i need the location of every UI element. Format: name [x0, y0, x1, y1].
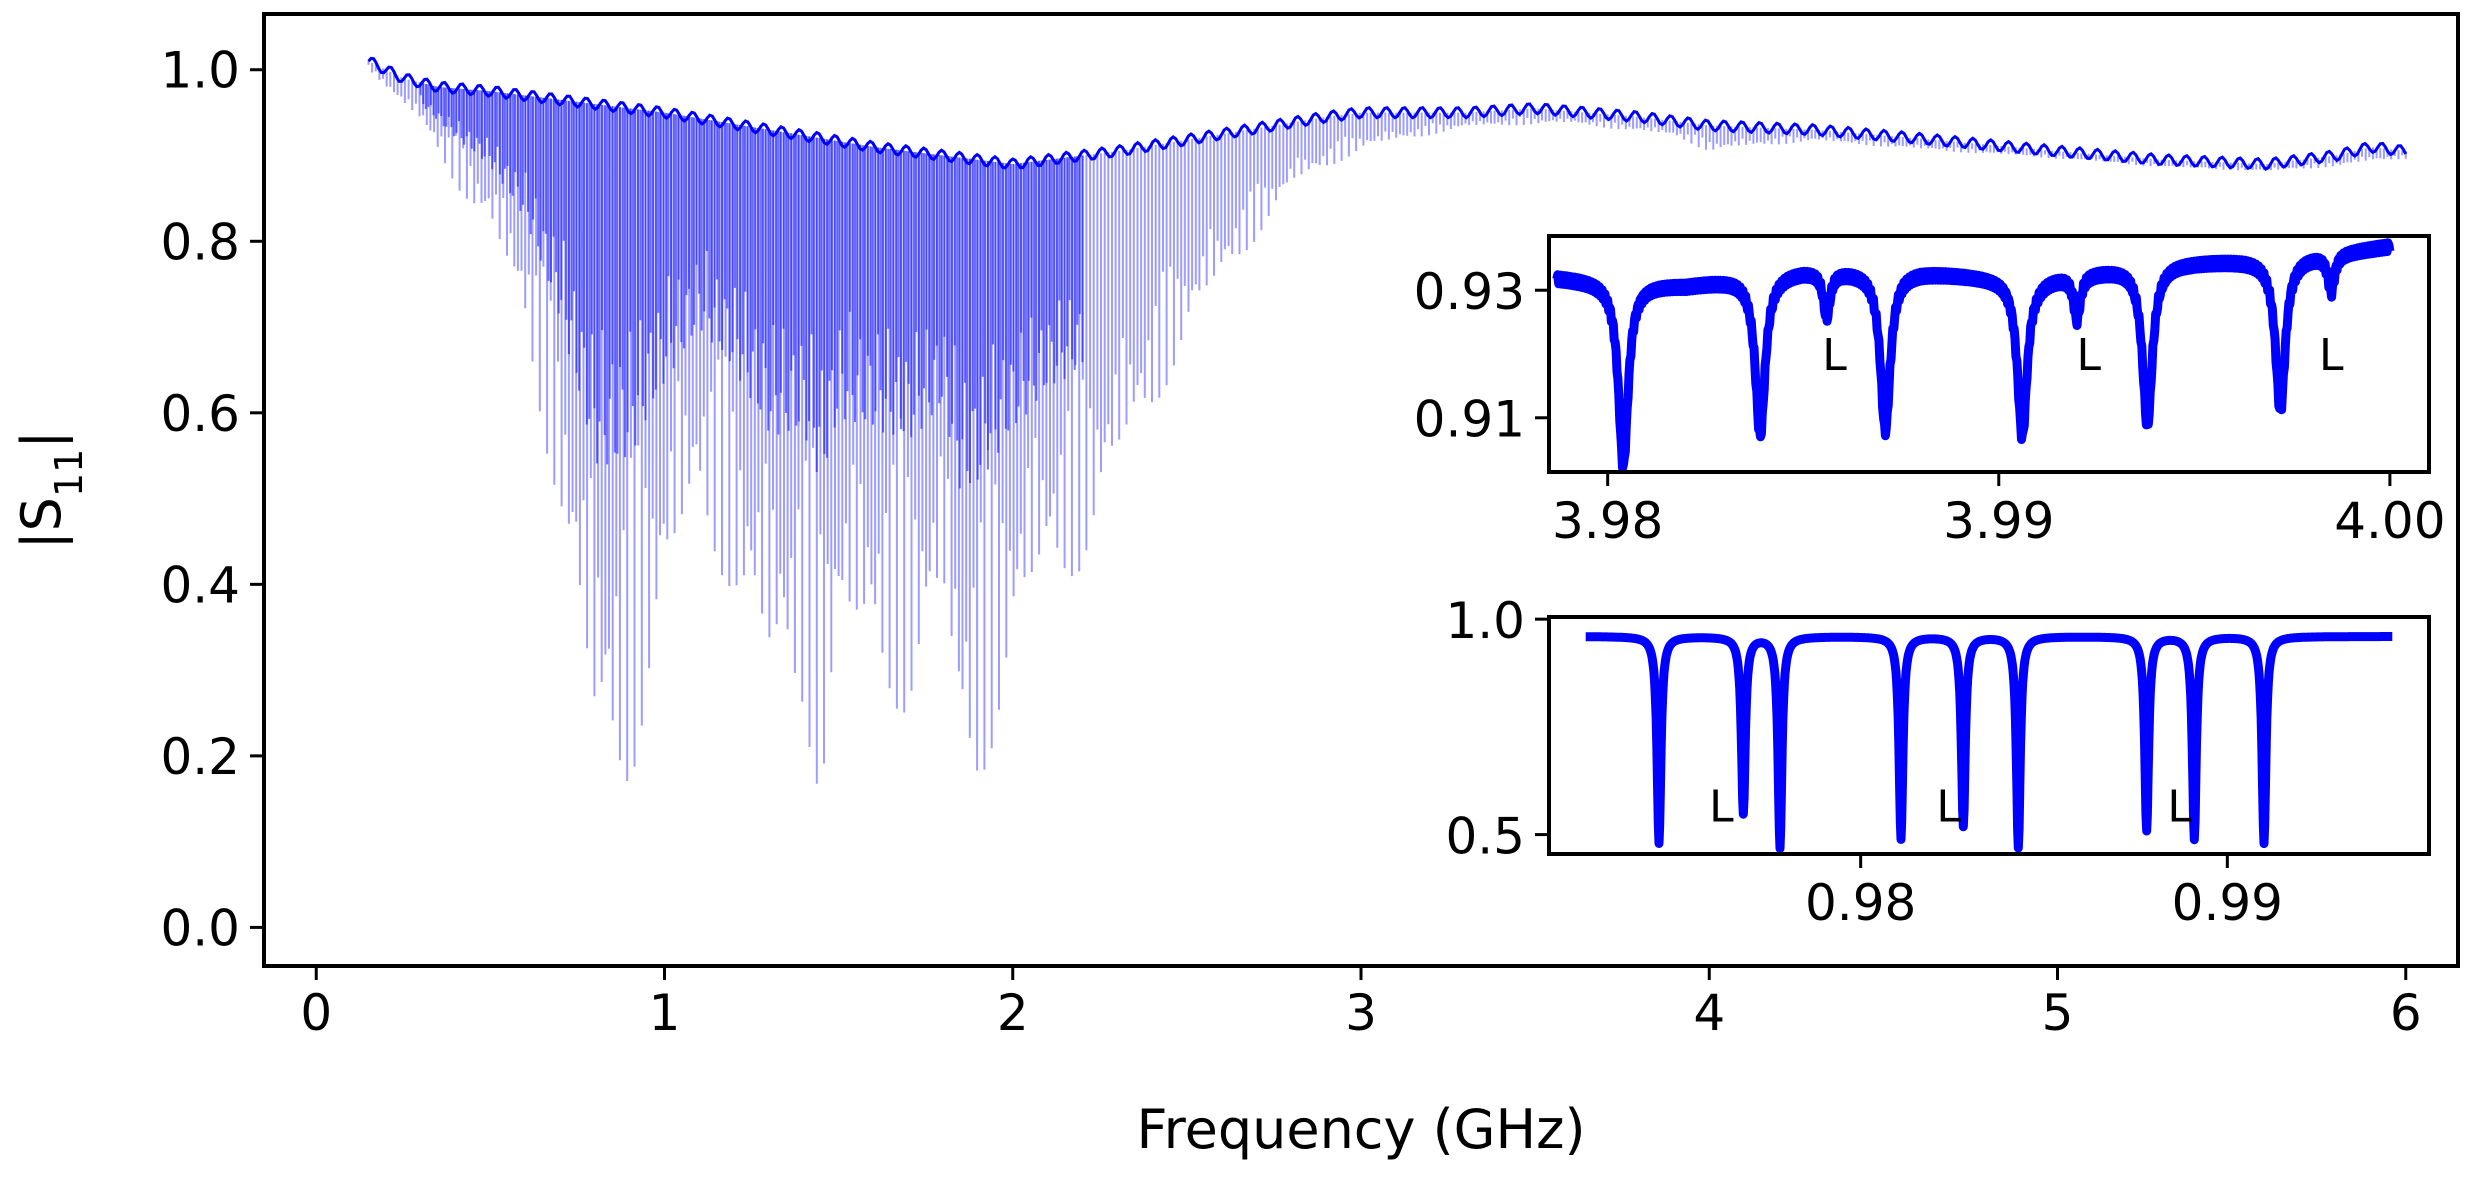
inset-top-annotation-l: L — [1822, 330, 1847, 381]
x-axis-label: Frequency (GHz) — [1136, 1098, 1585, 1161]
x-tick-label: 4.00 — [2334, 492, 2445, 550]
main-x-ticks: 0 1 2 3 4 5 6 — [300, 966, 2422, 1042]
y-tick-label: 0.2 — [160, 728, 240, 786]
y-tick-label: 1.0 — [160, 42, 240, 100]
y-tick-label: 1.0 — [1445, 592, 1525, 650]
x-tick-label: 6 — [2390, 984, 2422, 1042]
main-axes: 0 1 2 3 4 5 6 0.0 0.2 0.4 0.6 0.8 1.0 Frequency (GH… — [10, 12, 2460, 1161]
y-axis-label: |S11| — [10, 430, 91, 549]
inset-bottom: 0.98 0.99 0.5 1.0 L L L — [1445, 592, 2431, 932]
y-tick-label: 0.91 — [1414, 391, 1525, 449]
y-axis-label-base: |S — [10, 497, 73, 549]
inset-bottom-plot-area — [1581, 632, 2397, 853]
y-tick-label: 0.8 — [160, 213, 240, 271]
inset-bottom-frame — [1547, 615, 2431, 856]
main-plot-area — [367, 56, 2408, 784]
x-tick-label: 0.98 — [1805, 874, 1916, 932]
inset-bottom-x-ticks: 0.98 0.99 — [1805, 854, 2283, 932]
x-tick-label: 0 — [300, 984, 332, 1042]
inset-bottom-annotation-l: L — [2167, 782, 2192, 833]
inset-bottom-annotation-l: L — [1709, 782, 1734, 833]
x-tick-label: 3.99 — [1943, 492, 2054, 550]
x-tick-label: 0.99 — [2172, 874, 2283, 932]
inset-top-y-ticks: 0.91 0.93 — [1414, 263, 1549, 449]
y-tick-label: 0.6 — [160, 385, 240, 443]
inset-top-trace — [1552, 238, 2395, 473]
inset-top-annotation-l: L — [2076, 330, 2101, 381]
y-axis-label-end: | — [10, 430, 73, 448]
sweep-dense-series — [419, 82, 1084, 489]
inset-bottom-background — [1549, 617, 2429, 854]
x-tick-label: 1 — [649, 984, 681, 1042]
x-tick-label: 3.98 — [1552, 492, 1663, 550]
upper-envelope-line — [367, 56, 2408, 171]
y-tick-label: 0.0 — [160, 899, 240, 957]
x-tick-label: 3 — [1345, 984, 1377, 1042]
x-tick-label: 2 — [997, 984, 1029, 1042]
inset-top-plot-area — [1552, 238, 2395, 473]
inset-top-annotation-l: L — [2319, 330, 2344, 381]
inset-top: 3.98 3.99 4.00 0.91 0.93 L L L — [1414, 234, 2446, 550]
inset-bottom-y-ticks: 0.5 1.0 — [1445, 592, 1549, 865]
inset-top-x-ticks: 3.98 3.99 4.00 — [1552, 472, 2446, 550]
inset-bottom-annotation-l: L — [1936, 782, 1961, 833]
x-tick-label: 4 — [1693, 984, 1725, 1042]
y-tick-label: 0.4 — [160, 556, 240, 614]
y-axis-label-subscript: 11 — [47, 449, 91, 497]
y-tick-label: 0.5 — [1445, 807, 1525, 865]
inset-bottom-trace — [1581, 632, 2397, 853]
inset-top-frame — [1547, 234, 2431, 474]
y-tick-label: 0.93 — [1414, 263, 1525, 321]
main-y-ticks: 0.0 0.2 0.4 0.6 0.8 1.0 — [160, 42, 264, 957]
x-tick-label: 5 — [2042, 984, 2074, 1042]
